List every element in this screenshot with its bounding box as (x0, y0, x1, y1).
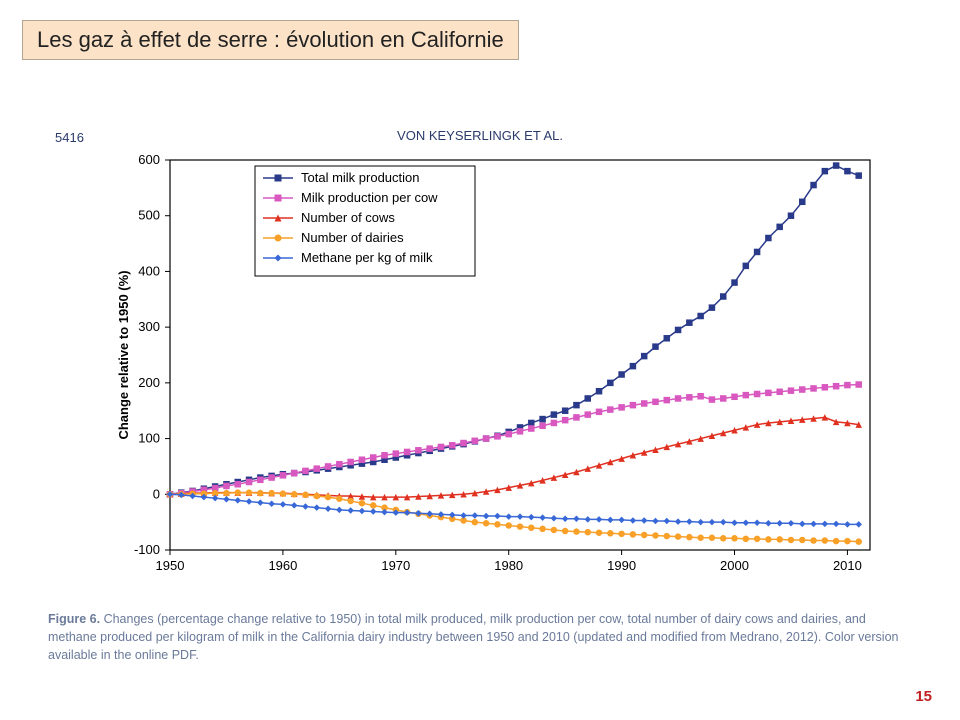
y-tick-label: 100 (138, 431, 160, 446)
y-tick-label: 400 (138, 263, 160, 278)
y-tick-label: 500 (138, 208, 160, 223)
page-number: 15 (915, 688, 932, 705)
figure-caption-prefix: Figure 6. (48, 612, 100, 626)
y-axis-label: Change relative to 1950 (%) (116, 270, 131, 439)
series-2 (167, 414, 862, 500)
legend: Total milk production Milk production per… (255, 166, 475, 276)
x-tick-label: 2010 (833, 558, 862, 573)
series-4 (167, 491, 862, 528)
line-chart: -100 0 100 200 300 400 500 600 1950 1960 1970 1980 1… (110, 150, 890, 590)
legend-label: Number of cows (301, 210, 395, 225)
y-tick-label: 200 (138, 375, 160, 390)
y-tick-label: 300 (138, 319, 160, 334)
x-tick-label: 1950 (156, 558, 185, 573)
series-line (170, 494, 859, 524)
y-tick-label: 600 (138, 152, 160, 167)
x-tick-label: 1960 (268, 558, 297, 573)
y-tick-label: -100 (134, 542, 160, 557)
figure-caption: Figure 6. Changes (percentage change rel… (48, 610, 912, 664)
top-left-label: 5416 (55, 130, 84, 145)
figure-caption-text: Changes (percentage change relative to 1… (48, 612, 898, 662)
y-tick-label: 0 (153, 486, 160, 501)
legend-label: Methane per kg of milk (301, 250, 433, 265)
chart-svg: -100 0 100 200 300 400 500 600 1950 1960 1970 1980 1… (110, 150, 890, 590)
header-label: VON KEYSERLINGK ET AL. (397, 128, 563, 143)
slide-title: Les gaz à effet de serre : évolution en … (22, 20, 519, 60)
legend-label: Milk production per cow (301, 190, 438, 205)
x-tick-label: 2000 (720, 558, 749, 573)
x-tick-label: 1980 (494, 558, 523, 573)
series-1 (167, 381, 862, 497)
legend-label: Number of dairies (301, 230, 404, 245)
legend-label: Total milk production (301, 170, 420, 185)
series-0 (167, 162, 862, 497)
x-tick-label: 1990 (607, 558, 636, 573)
series-line (170, 166, 859, 495)
x-tick-label: 1970 (381, 558, 410, 573)
